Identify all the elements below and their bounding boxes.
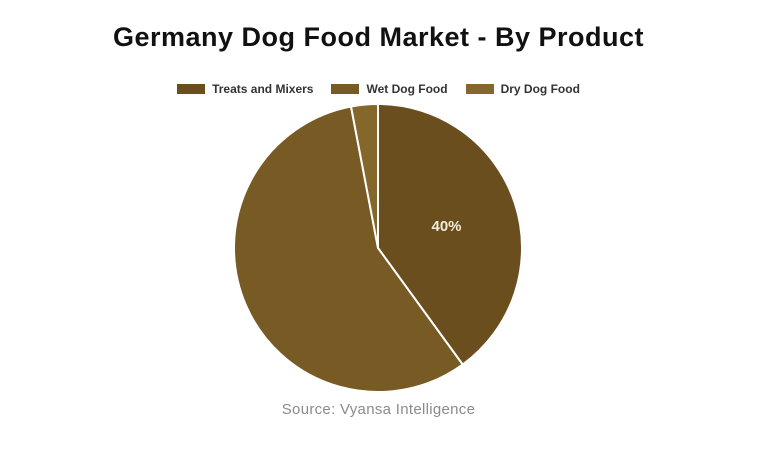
legend-swatch-icon <box>465 84 494 94</box>
legend-item-wet-dog-food[interactable]: Wet Dog Food <box>331 82 448 96</box>
chart-legend: Treats and Mixers Wet Dog Food Dry Dog F… <box>0 82 757 96</box>
legend-item-dry-dog-food[interactable]: Dry Dog Food <box>465 82 580 96</box>
pie-slice-dry-dog-food[interactable] <box>350 103 379 249</box>
legend-label: Dry Dog Food <box>500 82 580 96</box>
legend-swatch-icon <box>177 84 206 94</box>
source-attribution: Source: Vyansa Intelligence <box>281 401 476 418</box>
legend-label: Treats and Mixers <box>212 82 314 96</box>
pie-slice-label: 40% <box>431 218 461 235</box>
pie-slice-treats-and-mixers[interactable] <box>377 103 523 366</box>
legend-item-treats-and-mixers[interactable]: Treats and Mixers <box>177 82 313 96</box>
legend-swatch-icon <box>331 84 360 94</box>
pie-slice-wet-dog-food[interactable] <box>233 105 464 393</box>
chart-title: Germany Dog Food Market - By Product <box>112 22 645 52</box>
legend-label: Wet Dog Food <box>366 82 448 96</box>
pie-chart: 40% <box>228 98 528 398</box>
